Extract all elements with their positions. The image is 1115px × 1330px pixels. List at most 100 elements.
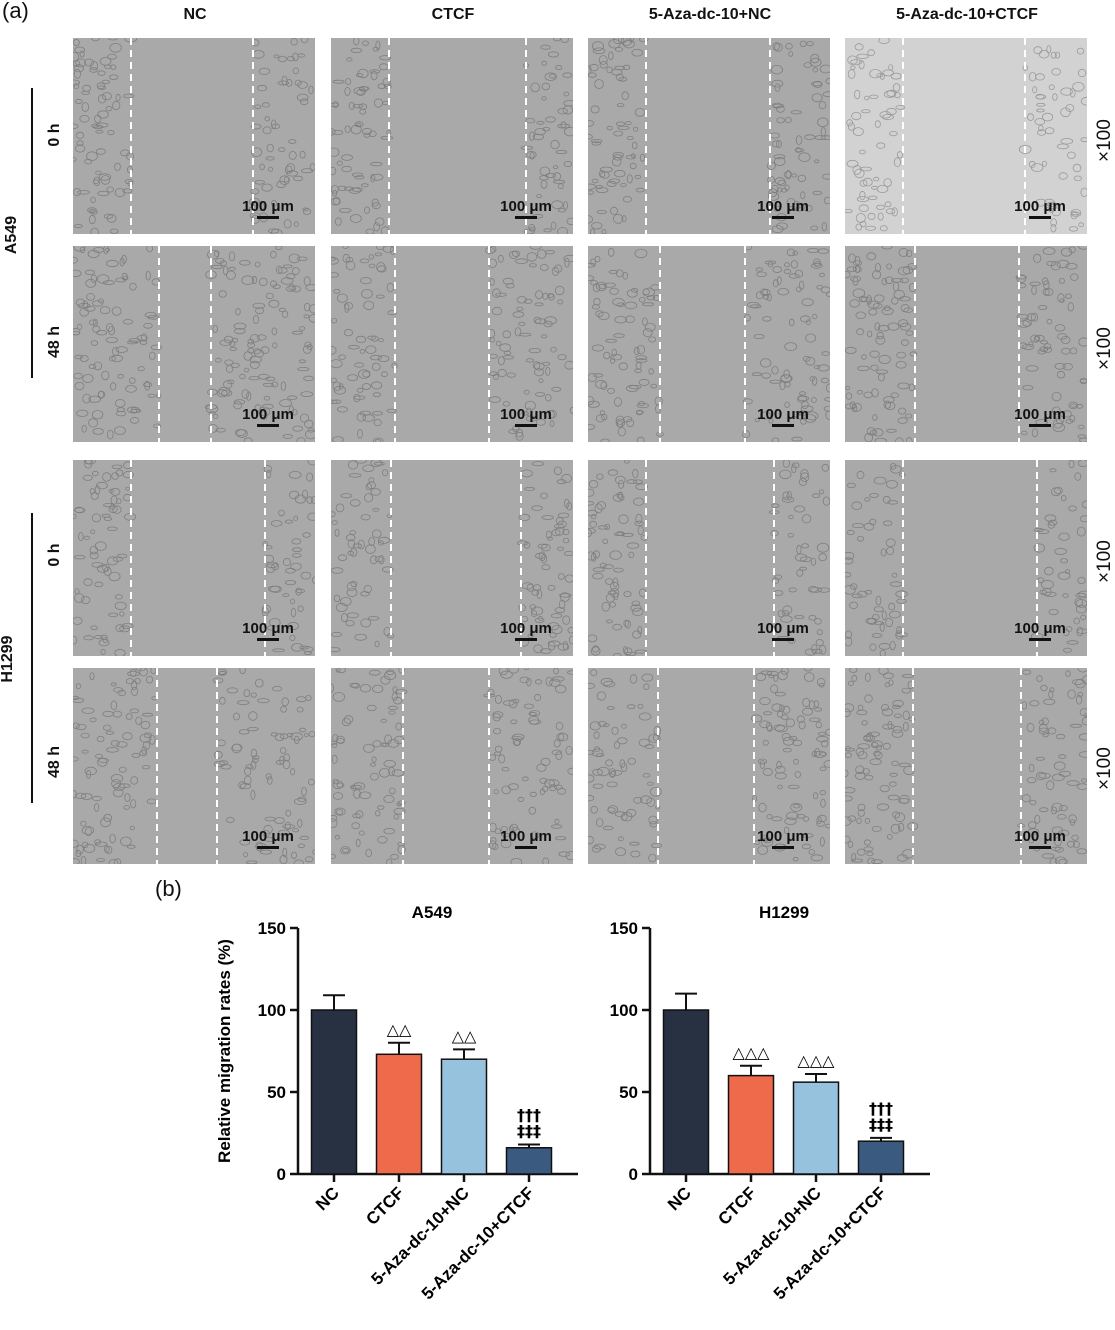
scale-bar: 100 μm	[491, 828, 561, 849]
scale-bar: 100 μm	[233, 198, 303, 219]
y-tick-label: 100	[258, 1001, 286, 1020]
time-label-h1299-0h: 0 h	[46, 543, 63, 567]
chart-title: H1299	[759, 903, 809, 922]
significance-marker: †††	[869, 1099, 893, 1118]
time-label-h1299-48h: 48 h	[46, 746, 63, 779]
y-tick-label: 100	[610, 1001, 638, 1020]
wound-healing-image: 100 μm	[588, 38, 830, 234]
bar	[857, 1140, 905, 1175]
significance-marker: △△	[452, 1026, 477, 1045]
scale-bar: 100 μm	[491, 406, 561, 427]
y-tick-label: 0	[629, 1165, 638, 1184]
bar	[375, 1053, 423, 1175]
significance-marker: △△△	[733, 1043, 771, 1062]
wound-healing-image: 100 μm	[588, 668, 830, 864]
scale-bar-label: 100 μm	[1014, 620, 1066, 637]
scale-bar: 100 μm	[233, 828, 303, 849]
significance-marker: †††	[517, 1105, 541, 1124]
scale-bar-line	[515, 846, 537, 849]
y-tick-label: 50	[619, 1083, 638, 1102]
scale-bar: 100 μm	[233, 406, 303, 427]
bar	[310, 1009, 358, 1175]
scale-bar-label: 100 μm	[757, 198, 809, 215]
a549-bracket	[31, 88, 33, 378]
scale-bar: 100 μm	[491, 620, 561, 641]
magnification-label: ×100	[1094, 747, 1115, 790]
scale-bar-label: 100 μm	[242, 406, 294, 423]
x-category-label: 5-Aza-dc-10+CTCF	[418, 1183, 538, 1303]
scale-bar-label: 100 μm	[757, 406, 809, 423]
significance-marker: △△	[387, 1020, 412, 1039]
y-tick-label: 150	[258, 919, 286, 938]
scale-bar-label: 100 μm	[500, 620, 552, 637]
magnification-label: ×100	[1094, 327, 1115, 370]
wound-healing-image: 100 μm	[845, 460, 1087, 656]
significance-marker: △△△	[798, 1051, 836, 1070]
x-category-label: NC	[664, 1183, 695, 1214]
wound-healing-image: 100 μm	[845, 246, 1087, 442]
wound-healing-image: 100 μm	[588, 246, 830, 442]
x-category-label: NC	[312, 1183, 343, 1214]
wound-healing-image: 100 μm	[73, 38, 315, 234]
bar	[662, 1009, 710, 1175]
scale-bar-label: 100 μm	[242, 620, 294, 637]
column-header-ctcf: CTCF	[431, 6, 475, 23]
scale-bar-line	[515, 216, 537, 219]
scale-bar-line	[515, 424, 537, 427]
scale-bar-line	[257, 638, 279, 641]
wound-healing-image: 100 μm	[845, 668, 1087, 864]
wound-healing-image: 100 μm	[845, 38, 1087, 234]
scale-bar: 100 μm	[1005, 828, 1075, 849]
scale-bar-line	[772, 638, 794, 641]
scale-bar-line	[515, 638, 537, 641]
scale-bar-label: 100 μm	[757, 620, 809, 637]
cell-line-label-h1299: H1299	[0, 635, 16, 683]
scale-bar: 100 μm	[1005, 198, 1075, 219]
scale-bar-label: 100 μm	[242, 828, 294, 845]
scale-bar-label: 100 μm	[1014, 198, 1066, 215]
scale-bar-line	[772, 846, 794, 849]
panel-b-label: (b)	[155, 876, 182, 901]
scale-bar-label: 100 μm	[242, 198, 294, 215]
column-header-aza-ctcf: 5-Aza-dc-10+CTCF	[896, 6, 1038, 23]
panel-a-label: (a)	[2, 0, 29, 23]
scale-bar-label: 100 μm	[1014, 406, 1066, 423]
column-header-aza-nc: 5-Aza-dc-10+NC	[648, 6, 772, 23]
wound-healing-image: 100 μm	[331, 668, 573, 864]
significance-marker: ‡‡‡	[517, 1121, 541, 1140]
wound-healing-image: 100 μm	[331, 460, 573, 656]
bar	[440, 1058, 488, 1175]
x-category-label: CTCF	[714, 1183, 759, 1228]
scale-bar: 100 μm	[1005, 620, 1075, 641]
scale-bar-line	[772, 216, 794, 219]
y-tick-label: 0	[277, 1165, 286, 1184]
bar	[505, 1147, 553, 1175]
x-category-label: CTCF	[362, 1183, 407, 1228]
scale-bar-line	[1029, 846, 1051, 849]
wound-healing-image: 100 μm	[331, 246, 573, 442]
cell-line-label-a549: A549	[3, 215, 20, 255]
scale-bar-line	[257, 216, 279, 219]
magnification-label: ×100	[1094, 119, 1115, 162]
time-label-a549-0h: 0 h	[46, 123, 63, 147]
y-tick-label: 150	[610, 919, 638, 938]
bar-charts: A549 0 50 100 150 Relative migration rates (%…	[215, 903, 930, 1303]
scale-bar: 100 μm	[748, 406, 818, 427]
wound-healing-image: 100 μm	[331, 38, 573, 234]
scale-bar-line	[257, 846, 279, 849]
scale-bar-label: 100 μm	[1014, 828, 1066, 845]
bar	[727, 1074, 775, 1175]
bar	[792, 1081, 840, 1175]
scale-bar-label: 100 μm	[757, 828, 809, 845]
wound-healing-image: 100 μm	[73, 246, 315, 442]
scale-bar-line	[1029, 638, 1051, 641]
scale-bar: 100 μm	[748, 620, 818, 641]
scale-bar-line	[1029, 216, 1051, 219]
x-category-label: 5-Aza-dc-10+CTCF	[770, 1183, 890, 1303]
y-axis-label: Relative migration rates (%)	[215, 939, 234, 1163]
scale-bar-line	[772, 424, 794, 427]
scale-bar: 100 μm	[748, 828, 818, 849]
scale-bar-line	[257, 424, 279, 427]
scale-bar-line	[1029, 424, 1051, 427]
wound-healing-image: 100 μm	[73, 668, 315, 864]
